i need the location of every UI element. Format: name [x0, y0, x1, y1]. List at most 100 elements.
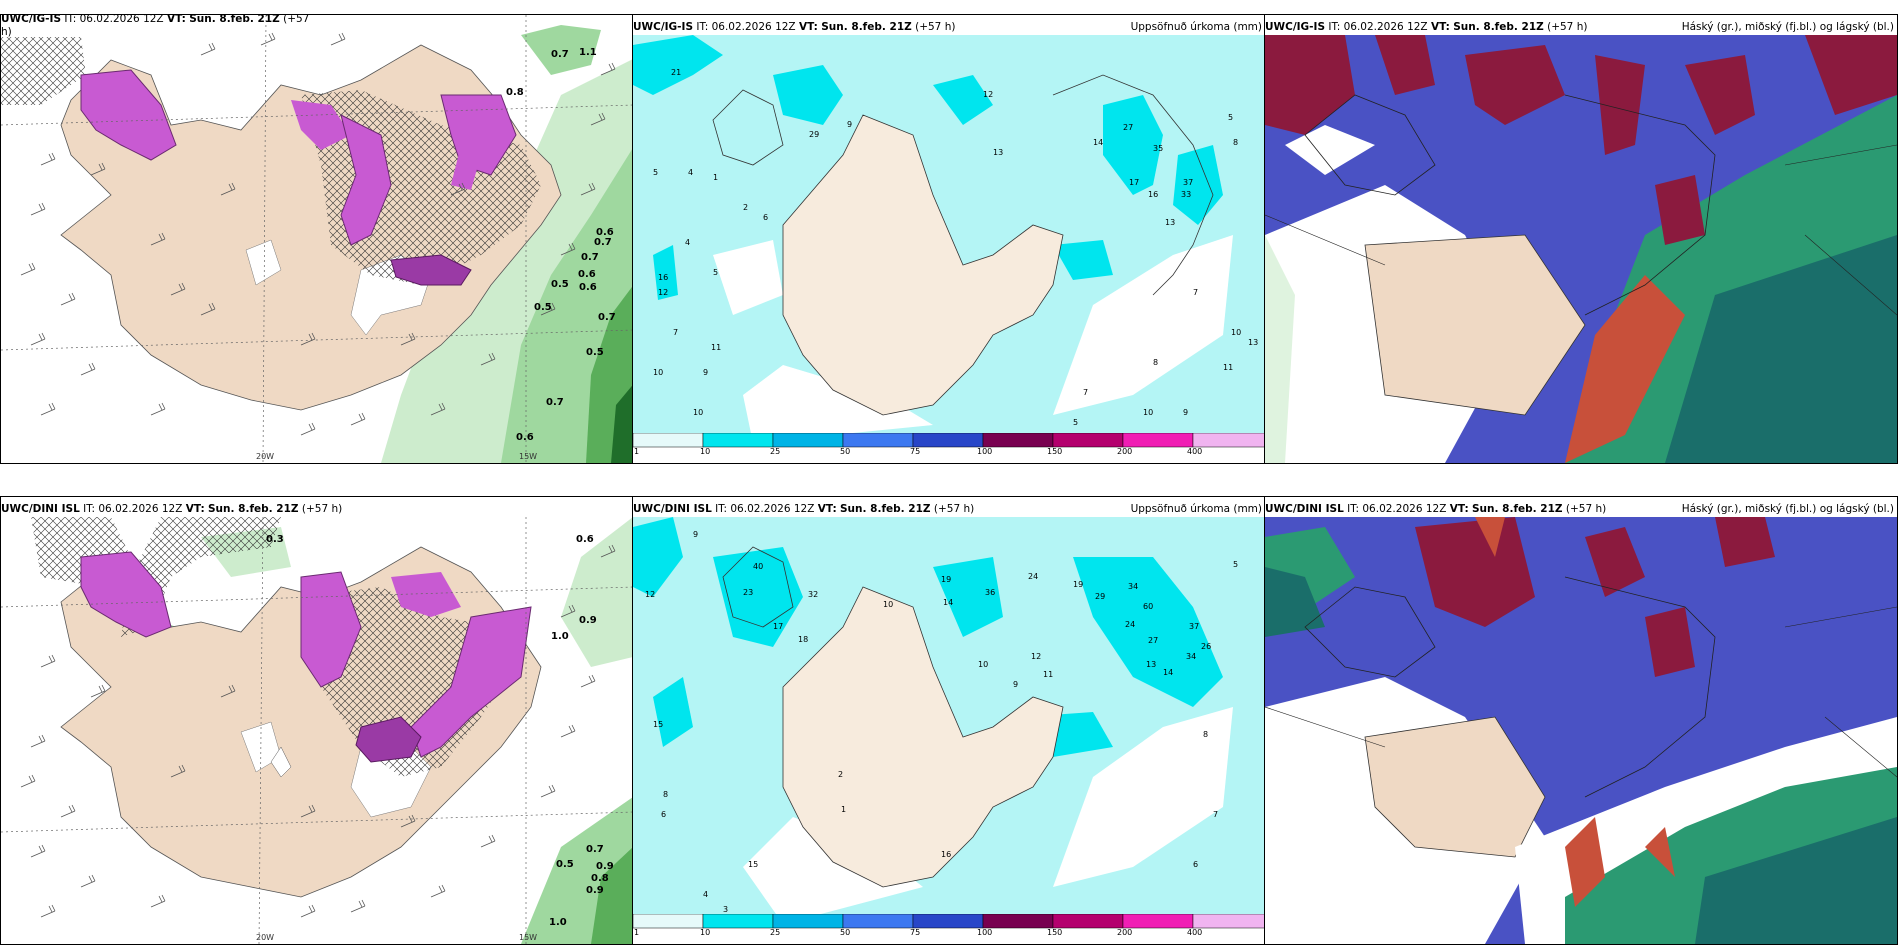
panel-clouds-bottom: UWC/DINI ISL IT: 06.02.2026 12Z VT: Sun.…	[1264, 496, 1898, 945]
panel-title: Háský (gr.), miðský (fj.bl.) og lágský (…	[1681, 503, 1894, 515]
precip-value: 5	[1073, 418, 1078, 427]
precip-value: 33	[1181, 190, 1191, 199]
panel-precip-top: UWC/IG-IS IT: 06.02.2026 12Z VT: Sun. 8.…	[632, 14, 1266, 464]
snow-label: 0.5	[586, 347, 604, 358]
precip-value: 14	[1163, 668, 1173, 677]
colorbar: 1 10 25 50 75 100 150 200 400	[633, 914, 1265, 937]
precip-value: 60	[1143, 602, 1153, 611]
snow-label: 1.0	[551, 631, 569, 642]
precip-value: 10	[1143, 408, 1153, 417]
precip-value: 6	[661, 810, 666, 819]
precip-value: 1	[713, 173, 718, 182]
precip-value: 23	[743, 588, 753, 597]
map-clouds	[1265, 517, 1897, 944]
panel-clouds-top: UWC/IG-IS IT: 06.02.2026 12Z VT: Sun. 8.…	[1264, 14, 1898, 464]
colorbar-tick: 75	[910, 447, 921, 456]
panel-title: Uppsöfnuð úrkoma (mm)	[1130, 21, 1262, 33]
lon-label: 15W	[519, 452, 538, 461]
colorbar-tick: 10	[700, 928, 711, 937]
panel-wind-snow-bottom: UWC/DINI ISL IT: 06.02.2026 12Z VT: Sun.…	[0, 496, 634, 945]
colorbar-tick: 100	[977, 447, 993, 456]
colorbar-tick: 1	[634, 928, 640, 937]
snow-label: 0.7	[594, 237, 612, 248]
precip-value: 24	[1125, 620, 1135, 629]
precip-value: 9	[703, 368, 708, 377]
panel-title: Uppsöfnuð úrkoma (mm)	[1130, 503, 1262, 515]
precip-value: 24	[1028, 572, 1038, 581]
colorbar-tick: 150	[1047, 447, 1063, 456]
snow-label: 0.7	[581, 252, 599, 263]
colorbar-tick: 200	[1117, 928, 1133, 937]
precip-value: 5	[1228, 113, 1233, 122]
precip-value: 2	[743, 203, 748, 212]
snow-label: 1.0	[549, 917, 567, 928]
snow-label: 0.5	[556, 859, 574, 870]
lon-label: 20W	[256, 452, 275, 461]
precip-value: 21	[671, 68, 681, 77]
precip-value: 9	[847, 120, 852, 129]
precip-value: 35	[1153, 144, 1163, 153]
map-wind-snow: 0.7 1.1 0.6 0.7 0.7 0.6 0.5 0.6 0.5 0.7 …	[1, 15, 633, 463]
colorbar-tick: 400	[1187, 928, 1203, 937]
precip-value: 2	[838, 770, 843, 779]
snow-label: 0.7	[546, 397, 564, 408]
precip-value: 6	[763, 213, 768, 222]
colorbar-tick: 10	[700, 447, 711, 456]
precip-value: 10	[1231, 328, 1241, 337]
snow-label: 0.5	[551, 279, 569, 290]
precip-value: 12	[645, 590, 655, 599]
panel-header: UWC/IG-IS IT: 06.02.2026 12Z VT: Sun. 8.…	[633, 21, 956, 33]
precip-value: 9	[1183, 408, 1188, 417]
precip-value: 11	[1223, 363, 1233, 372]
precip-value: 16	[1148, 190, 1158, 199]
precip-value: 7	[673, 328, 678, 337]
colorbar-tick: 75	[910, 928, 921, 937]
precip-value: 18	[798, 635, 808, 644]
snow-label: 0.7	[586, 844, 604, 855]
precip-value: 36	[985, 588, 995, 597]
snow-label: 0.5	[534, 302, 552, 313]
precip-value: 27	[1148, 636, 1158, 645]
precip-value: 34	[1128, 582, 1138, 591]
precip-value: 40	[753, 562, 763, 571]
precip-value: 7	[1193, 288, 1198, 297]
precip-value: 27	[1123, 123, 1133, 132]
colorbar-tick: 100	[977, 928, 993, 937]
precip-value: 4	[685, 238, 690, 247]
colorbar-tick: 25	[770, 928, 781, 937]
colorbar-tick: 400	[1187, 447, 1203, 456]
precip-value: 7	[1213, 810, 1218, 819]
panel-header: UWC/DINI ISL IT: 06.02.2026 12Z VT: Sun.…	[633, 503, 975, 515]
precip-value: 19	[941, 575, 951, 584]
precip-value: 5	[713, 268, 718, 277]
precip-value: 37	[1183, 178, 1193, 187]
map-precip: 12 15 9 8 6 40 23 32 17 18 19 14 10 36 2…	[633, 517, 1265, 924]
colorbar-tick: 200	[1117, 447, 1133, 456]
precip-value: 16	[941, 850, 951, 859]
precip-value: 12	[983, 90, 993, 99]
precip-value: 1	[841, 805, 846, 814]
precip-value: 8	[1203, 730, 1208, 739]
snow-label: 0.6	[578, 269, 596, 280]
panel-title: Háský (gr.), miðský (fj.bl.) og lágský (…	[1681, 21, 1894, 33]
precip-value: 9	[693, 530, 698, 539]
precip-value: 8	[663, 790, 668, 799]
snow-label: 0.9	[586, 885, 604, 896]
snow-label: 0.3	[266, 534, 284, 545]
precip-value: 19	[1073, 580, 1083, 589]
lon-label: 20W	[256, 933, 275, 942]
snow-label: 0.9	[596, 861, 614, 872]
panel-precip-bottom: UWC/DINI ISL IT: 06.02.2026 12Z VT: Sun.…	[632, 496, 1266, 945]
precip-value: 34	[1186, 652, 1196, 661]
precip-value: 13	[1165, 218, 1175, 227]
precip-value: 15	[748, 860, 758, 869]
colorbar-tick: 50	[840, 928, 851, 937]
snow-label: 0.6	[579, 282, 597, 293]
snow-label: 0.6	[576, 534, 594, 545]
snow-label: 0.9	[579, 615, 597, 626]
precip-value: 3	[723, 905, 728, 914]
precip-value: 4	[703, 890, 708, 899]
snow-label: 0.8	[591, 873, 609, 884]
precip-value: 15	[653, 720, 663, 729]
precip-value: 13	[993, 148, 1003, 157]
